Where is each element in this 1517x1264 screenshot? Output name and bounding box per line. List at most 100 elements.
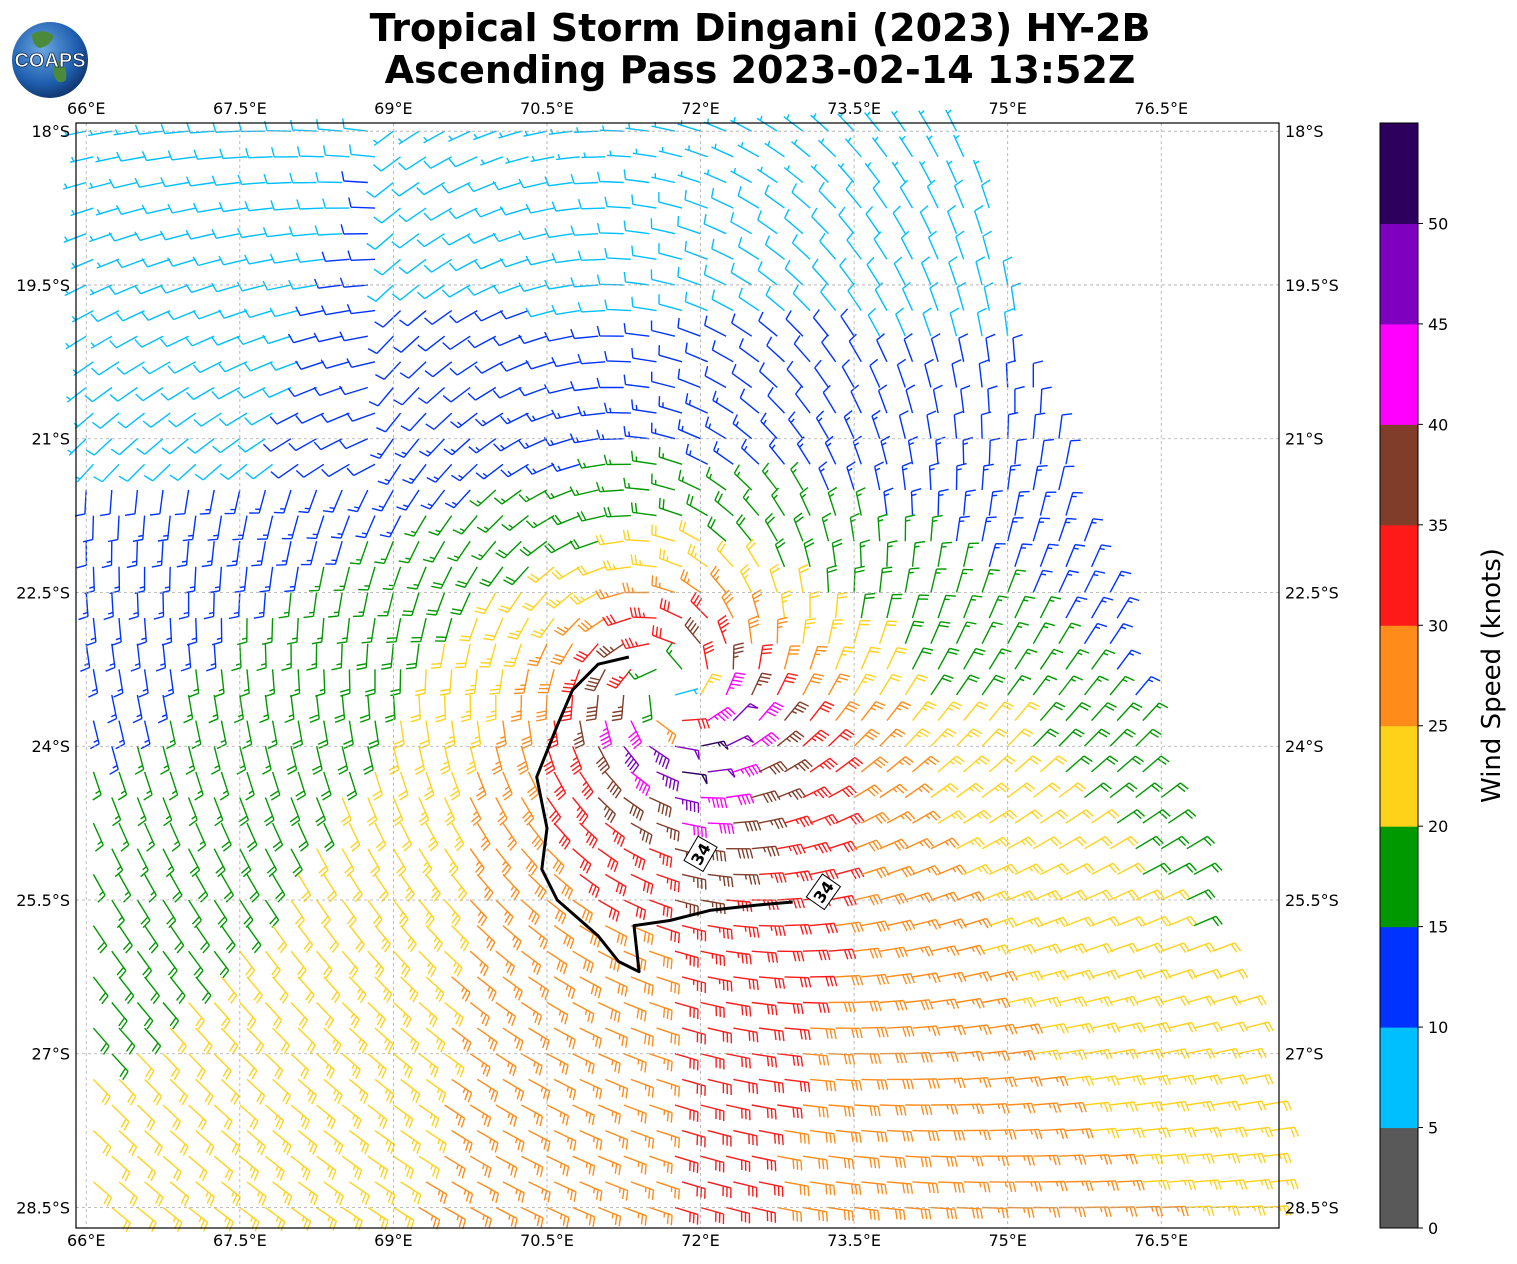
colorbar-bin	[1380, 323, 1418, 425]
wind-barb	[189, 669, 200, 698]
wind-barb	[659, 548, 683, 568]
wind-barb	[553, 822, 571, 850]
wind-barb	[264, 1053, 284, 1080]
wind-barb	[1032, 569, 1053, 593]
wind-barb	[218, 202, 248, 213]
wind-barb	[527, 822, 544, 851]
wind-barb	[169, 1181, 190, 1207]
wind-barb	[860, 811, 890, 824]
wind-barb	[656, 1181, 680, 1200]
wind-barb	[492, 232, 522, 243]
wind-barb	[649, 796, 672, 818]
wind-barb	[313, 386, 343, 397]
wind-barb	[473, 130, 497, 141]
wind-barb	[356, 643, 369, 671]
wind-barb	[1065, 1075, 1095, 1087]
wind-barb	[1040, 809, 1069, 824]
wind-barb	[910, 488, 922, 516]
wind-barb	[785, 310, 804, 337]
wind-barb	[1039, 438, 1054, 465]
wind-barb	[136, 899, 151, 929]
wind-barb	[62, 130, 87, 137]
wind-barb	[213, 950, 230, 979]
wind-barb	[483, 617, 504, 641]
wind-barb	[751, 845, 780, 857]
wind-barb	[930, 514, 943, 542]
wind-barb	[1065, 862, 1095, 876]
wind-barb	[188, 1053, 206, 1080]
wind-barb	[904, 514, 916, 542]
wind-barb	[414, 746, 426, 775]
wind-barb	[246, 1181, 267, 1206]
wind-barb	[573, 720, 585, 750]
wind-barb	[987, 385, 998, 414]
wind-barb	[622, 529, 650, 542]
wind-barb	[297, 976, 315, 1004]
colorbar-bin	[1380, 725, 1418, 827]
wind-barb	[777, 1001, 804, 1015]
wind-barb	[180, 643, 192, 672]
wind-barb	[471, 540, 497, 561]
wind-barb	[425, 1027, 446, 1053]
wind-barb	[796, 436, 811, 465]
wind-barb	[631, 194, 657, 209]
wind-barb	[444, 1001, 464, 1027]
wind-barb	[700, 950, 726, 967]
wind-barb	[650, 269, 676, 286]
wind-barb	[159, 335, 189, 348]
wind-barb	[1270, 1126, 1300, 1138]
wind-barb	[579, 771, 594, 800]
wind-barb	[1160, 782, 1189, 799]
wind-barb	[551, 253, 580, 264]
wind-barb	[346, 463, 376, 477]
wind-barb	[758, 701, 784, 722]
wind-barb	[572, 1001, 595, 1024]
wind-barb	[981, 782, 1010, 799]
wind-barb	[903, 333, 914, 363]
wind-barb	[733, 763, 763, 777]
wind-barb	[711, 340, 734, 363]
wind-barb	[1186, 1153, 1215, 1164]
wind-barb	[286, 746, 298, 775]
wind-barb	[489, 669, 504, 695]
wind-barb	[418, 438, 446, 457]
wind-barb	[899, 179, 914, 209]
wind-barb	[684, 189, 708, 209]
wind-barb	[848, 333, 862, 363]
wind-barb	[1002, 256, 1013, 286]
colorbar-tick-label: 50	[1428, 214, 1448, 233]
wind-barb	[684, 342, 708, 363]
wind-barb	[444, 1104, 466, 1128]
wind-barb	[901, 461, 912, 491]
wind-barb	[684, 145, 708, 158]
wind-barb	[443, 797, 456, 827]
wind-barb	[211, 228, 240, 239]
wind-barb	[348, 822, 361, 852]
wind-barb	[627, 668, 657, 680]
wind-barb	[92, 925, 108, 954]
wind-barb	[864, 111, 881, 132]
wind-barb	[521, 1053, 543, 1076]
wind-barb	[1109, 675, 1135, 696]
wind-barb	[495, 1053, 517, 1077]
wind-barb	[733, 1129, 758, 1146]
wind-barb	[898, 410, 909, 439]
wind-barb	[854, 1104, 881, 1117]
wind-barb	[199, 489, 215, 515]
wind-barb	[700, 796, 728, 809]
wind-barb	[732, 702, 759, 722]
wind-barb	[1193, 1021, 1223, 1033]
wind-barb	[651, 575, 676, 594]
wind-barb	[684, 616, 702, 645]
wind-barb	[518, 230, 548, 241]
wind-barb	[956, 1050, 985, 1062]
wind-barb	[220, 1181, 241, 1207]
wind-barb	[264, 669, 276, 698]
wind-barb	[876, 333, 888, 363]
wind-barb	[791, 233, 811, 260]
wind-barb	[374, 1078, 395, 1104]
wind-barb	[276, 541, 292, 566]
wind-barb	[321, 463, 350, 478]
wind-barb	[224, 489, 241, 515]
colorbar-tick-label: 35	[1428, 516, 1448, 535]
